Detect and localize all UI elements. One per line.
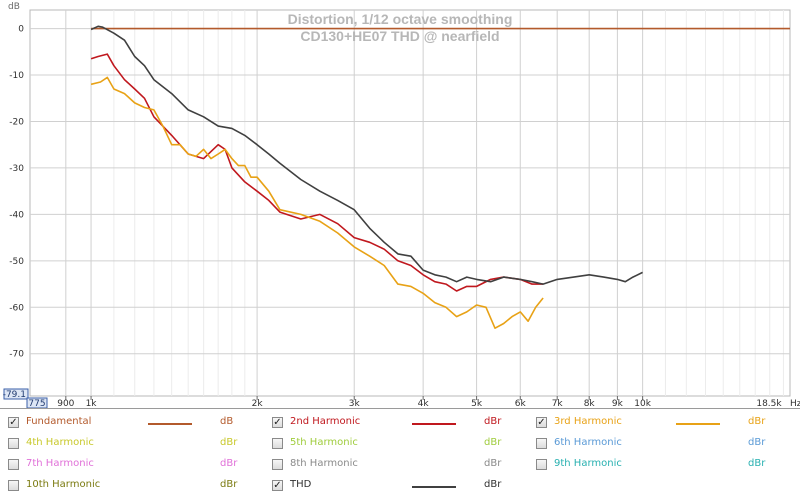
x-axis-unit-label: Hz <box>790 399 800 408</box>
chart-title: Distortion, 1/12 octave smoothing <box>288 11 513 27</box>
legend-label: 2nd Harmonic <box>290 416 361 427</box>
legend-checkbox-10th-harmonic[interactable] <box>8 480 19 491</box>
legend-separator <box>0 408 800 409</box>
x-min-box <box>26 397 48 408</box>
legend-row: ✓ Fundamental dB ✓ 2nd Harmonic dBr ✓ 3rd Harmo… <box>0 414 800 434</box>
axes: 900 1k 2k 3k 4k 5k 6k 7k 8k 9k 10k 0 -10 -20 -30 -40 -50… <box>3 25 652 408</box>
y-tick-label: -60 <box>9 303 24 313</box>
x-tick-label: 9k <box>612 399 624 408</box>
y-tick-label: -10 <box>9 71 24 81</box>
legend-swatch <box>148 423 192 425</box>
legend-checkbox-fundamental[interactable]: ✓ <box>8 417 19 428</box>
legend-unit: dBr <box>748 458 766 469</box>
legend-checkbox-thd[interactable]: ✓ <box>272 480 283 491</box>
legend-row: 4th Harmonic dBr 5th Harmonic dBr 6th Harmon… <box>0 435 800 455</box>
x-tick-label: 900 <box>57 399 74 408</box>
legend-item-10th-harmonic: 10th Harmonic dBr <box>8 477 264 497</box>
x-tick-label: 10k <box>634 399 651 408</box>
legend-label: 10th Harmonic <box>26 479 101 490</box>
legend-unit: dBr <box>220 458 238 469</box>
legend-checkbox-8th-harmonic[interactable] <box>272 459 283 470</box>
legend-item-8th-harmonic: 8th Harmonic dBr <box>272 456 528 476</box>
x-tick-label: 1k <box>86 399 98 408</box>
y-min-box <box>3 388 29 400</box>
legend-unit: dBr <box>748 437 766 448</box>
legend-label: 6th Harmonic <box>554 437 622 448</box>
legend-unit: dBr <box>220 437 238 448</box>
y-min-label: -79.1 <box>3 390 26 400</box>
legend-checkbox-4th-harmonic[interactable] <box>8 438 19 449</box>
legend-row: 7th Harmonic dBr 8th Harmonic dBr 9th Harmon… <box>0 456 800 476</box>
legend-checkbox-5th-harmonic[interactable] <box>272 438 283 449</box>
legend-item-5th-harmonic: 5th Harmonic dBr <box>272 435 528 455</box>
legend-checkbox-7th-harmonic[interactable] <box>8 459 19 470</box>
y-tick-label: -30 <box>9 164 24 174</box>
legend-item-2nd-harmonic: ✓ 2nd Harmonic dBr <box>272 414 528 434</box>
x-tick-label: 4k <box>418 399 430 408</box>
legend-label: 9th Harmonic <box>554 458 622 469</box>
legend-unit: dBr <box>484 458 502 469</box>
legend-unit: dBr <box>484 479 502 490</box>
legend-unit: dBr <box>220 479 238 490</box>
legend-panel: ✓ Fundamental dB ✓ 2nd Harmonic dBr ✓ 3rd Harmo… <box>0 410 800 497</box>
legend-item-fundamental: ✓ Fundamental dB <box>8 414 264 434</box>
legend-unit: dBr <box>484 437 502 448</box>
legend-item-3rd-harmonic: ✓ 3rd Harmonic dBr <box>536 414 792 434</box>
legend-swatch <box>676 423 720 425</box>
plot-border <box>29 9 791 397</box>
legend-checkbox-2nd-harmonic[interactable]: ✓ <box>272 417 283 428</box>
x-tick-label: 8k <box>584 399 596 408</box>
legend-item-6th-harmonic: 6th Harmonic dBr <box>536 435 792 455</box>
legend-item-9th-harmonic: 9th Harmonic dBr <box>536 456 792 476</box>
y-tick-label: -20 <box>9 117 24 127</box>
legend-item-thd: ✓ THD dBr <box>272 477 528 497</box>
legend-label: Fundamental <box>26 416 92 427</box>
series-line-2nd-harmonic <box>90 53 544 292</box>
legend-label: 7th Harmonic <box>26 458 94 469</box>
legend-swatch <box>412 486 456 488</box>
legend-label: 4th Harmonic <box>26 437 94 448</box>
distortion-chart[interactable]: 900 1k 2k 3k 4k 5k 6k 7k 8k 9k 10k 0 -10 -20 -30 -40 -50… <box>0 0 800 408</box>
y-tick-label: -50 <box>9 257 24 267</box>
series-line-thd <box>90 25 643 285</box>
legend-item-7th-harmonic: 7th Harmonic dBr <box>8 456 264 476</box>
series-lines <box>90 25 790 330</box>
legend-item-4th-harmonic: 4th Harmonic dBr <box>8 435 264 455</box>
legend-checkbox-6th-harmonic[interactable] <box>536 438 547 449</box>
legend-unit: dBr <box>748 416 766 427</box>
x-tick-label: 3k <box>349 399 361 408</box>
legend-label: THD <box>290 479 312 490</box>
series-line-3rd-harmonic <box>90 76 544 330</box>
x-tick-label: 5k <box>471 399 483 408</box>
x-tick-label: 7k <box>552 399 564 408</box>
chart-subtitle: CD130+HE07 THD @ nearfield <box>300 28 499 44</box>
legend-checkbox-9th-harmonic[interactable] <box>536 459 547 470</box>
y-tick-label: -70 <box>9 350 24 360</box>
y-axis-unit-label: dB <box>8 2 20 12</box>
x-axis-max-label: 18.5k <box>756 399 782 408</box>
grid <box>29 9 791 397</box>
x-tick-label: 2k <box>252 399 264 408</box>
legend-label: 5th Harmonic <box>290 437 358 448</box>
legend-unit: dB <box>220 416 234 427</box>
y-tick-label: 0 <box>18 25 24 35</box>
x-min-label: 775 <box>28 399 45 408</box>
y-tick-label: -40 <box>9 210 24 220</box>
x-tick-label: 6k <box>515 399 527 408</box>
legend-checkbox-3rd-harmonic[interactable]: ✓ <box>536 417 547 428</box>
legend-swatch <box>412 423 456 425</box>
legend-label: 8th Harmonic <box>290 458 358 469</box>
legend-label: 3rd Harmonic <box>554 416 622 427</box>
legend-row: 10th Harmonic dBr ✓ THD dBr <box>0 477 800 497</box>
legend-unit: dBr <box>484 416 502 427</box>
